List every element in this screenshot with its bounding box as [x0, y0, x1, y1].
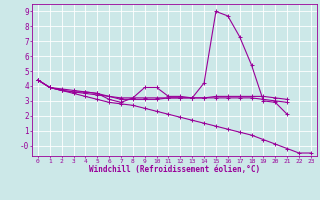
X-axis label: Windchill (Refroidissement éolien,°C): Windchill (Refroidissement éolien,°C) [89, 165, 260, 174]
